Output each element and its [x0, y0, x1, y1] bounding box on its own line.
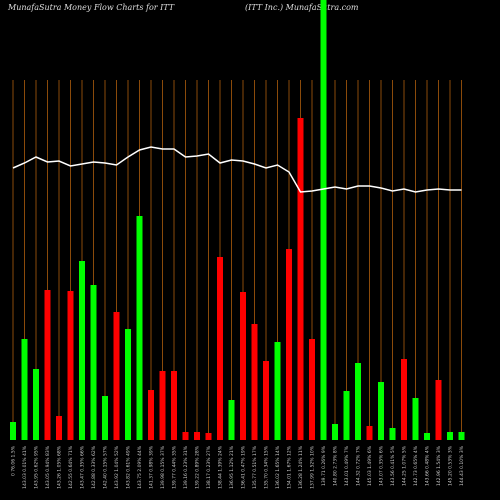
x-tick-label: 139.77 0.44% 35% [172, 445, 178, 489]
x-tick-label: 143.82 0.61% 49% [126, 445, 132, 489]
x-tick-label: 142.73 0.65% 4% [413, 445, 419, 486]
bar [148, 390, 154, 440]
x-tick-label: 143.26 1.05% 68% [57, 445, 63, 489]
bar [44, 290, 51, 440]
bar [251, 324, 258, 440]
bar [286, 249, 292, 440]
bar [263, 361, 269, 440]
bar [447, 432, 453, 440]
bar [113, 312, 120, 440]
bar [343, 391, 350, 440]
chart-title: MunafaSutra Money Flow Charts for ITT [7, 3, 175, 12]
bar [366, 426, 373, 440]
x-tick-label: 136.41 0.47% 19% [241, 445, 247, 489]
bar [33, 369, 39, 440]
bar [412, 398, 419, 440]
x-tick-label: 136.28 1.24% 11% [298, 445, 304, 489]
bar [401, 359, 407, 440]
bar [309, 339, 315, 440]
x-tick-label: 0 76.06 1.5% [11, 445, 17, 476]
bar [102, 396, 108, 440]
bar [159, 371, 166, 440]
chart-subtitle: (ITT Inc.) MunafaSutra.com [245, 3, 359, 12]
x-tick-label: 139.71 0.26% 9% [321, 445, 327, 486]
x-tick-label: 143.56 0.41% 5% [390, 445, 396, 486]
bar [217, 257, 223, 440]
x-tick-label: 138.17 0.23% 27% [206, 445, 212, 489]
x-tick-label: 142.40 0.15% 57% [103, 445, 109, 489]
bar [424, 433, 430, 440]
bar [389, 428, 396, 440]
bar [297, 118, 304, 440]
x-tick-label: 140.80 2.73% 8% [333, 445, 339, 486]
bar [435, 380, 442, 440]
x-tick-label: 143.47 0.35% 66% [80, 445, 86, 489]
x-tick-label: 144.32 0.72% 7% [356, 445, 362, 486]
bar [136, 216, 143, 440]
x-tick-label: 142.96 1.54% 3% [436, 445, 442, 486]
x-tick-label: 143.07 0.35% 6% [379, 445, 385, 486]
bar [56, 416, 62, 440]
bar [67, 291, 74, 440]
bar [228, 400, 235, 440]
x-tick-label: 145.20 0.53% 3% [448, 445, 454, 486]
x-tick-label: 143.75 2.09% 44% [137, 445, 143, 489]
bar [10, 422, 16, 440]
bar [194, 432, 200, 440]
x-tick-label: 143.05 0.94% 83% [45, 445, 51, 489]
bar [21, 339, 28, 440]
x-tick-label: 143.92 1.04% 52% [114, 445, 120, 489]
x-tick-label: 136.95 1.12% 21% [229, 445, 235, 489]
bar [320, 0, 327, 440]
x-tick-label: 144.43 0.10% 3% [459, 445, 465, 486]
bar [355, 363, 361, 440]
x-tick-label: 139.22 0.89% 28% [195, 445, 201, 489]
x-tick-label: 137.99 1.52% 10% [310, 445, 316, 489]
x-tick-label: 143.95 0.62% 95% [34, 445, 40, 489]
x-tick-label: 143.66 0.48% 4% [425, 445, 431, 486]
bar [182, 432, 189, 440]
x-tick-label: 143.01 0.49% 7% [344, 445, 350, 486]
x-tick-label: 139.98 0.15% 37% [160, 445, 166, 489]
bar [332, 424, 338, 440]
bar [274, 342, 281, 440]
bar [90, 285, 97, 440]
x-tick-label: 141.37 0.98% 39% [149, 445, 155, 489]
x-tick-label: 142.55 0.64% 71% [68, 445, 74, 489]
x-tick-label: 138.44 1.39% 24% [218, 445, 224, 489]
bar [205, 433, 212, 440]
bar [458, 432, 465, 440]
x-tick-label: 143.03 0.01% 41% [22, 445, 28, 489]
x-tick-label: 136.02 1.65% 14% [275, 445, 281, 489]
bar [240, 292, 246, 440]
x-tick-label: 139.16 0.23% 31% [183, 445, 189, 489]
x-tick-label: 142.88 0.33% 62% [91, 445, 97, 489]
money-flow-line [12, 146, 462, 193]
bar [125, 329, 131, 440]
bar [79, 261, 85, 440]
bar [378, 382, 384, 440]
x-tick-label: 135.70 0.34% 15% [264, 445, 270, 489]
x-tick-label: 134.01 1.67% 12% [287, 445, 293, 489]
bar [171, 371, 177, 440]
x-tick-label: 135.77 0.51% 17% [252, 445, 258, 489]
x-tick-label: 144.25 1.07% 5% [402, 445, 408, 486]
x-tick-label: 145.03 1.49% 6% [367, 445, 373, 486]
